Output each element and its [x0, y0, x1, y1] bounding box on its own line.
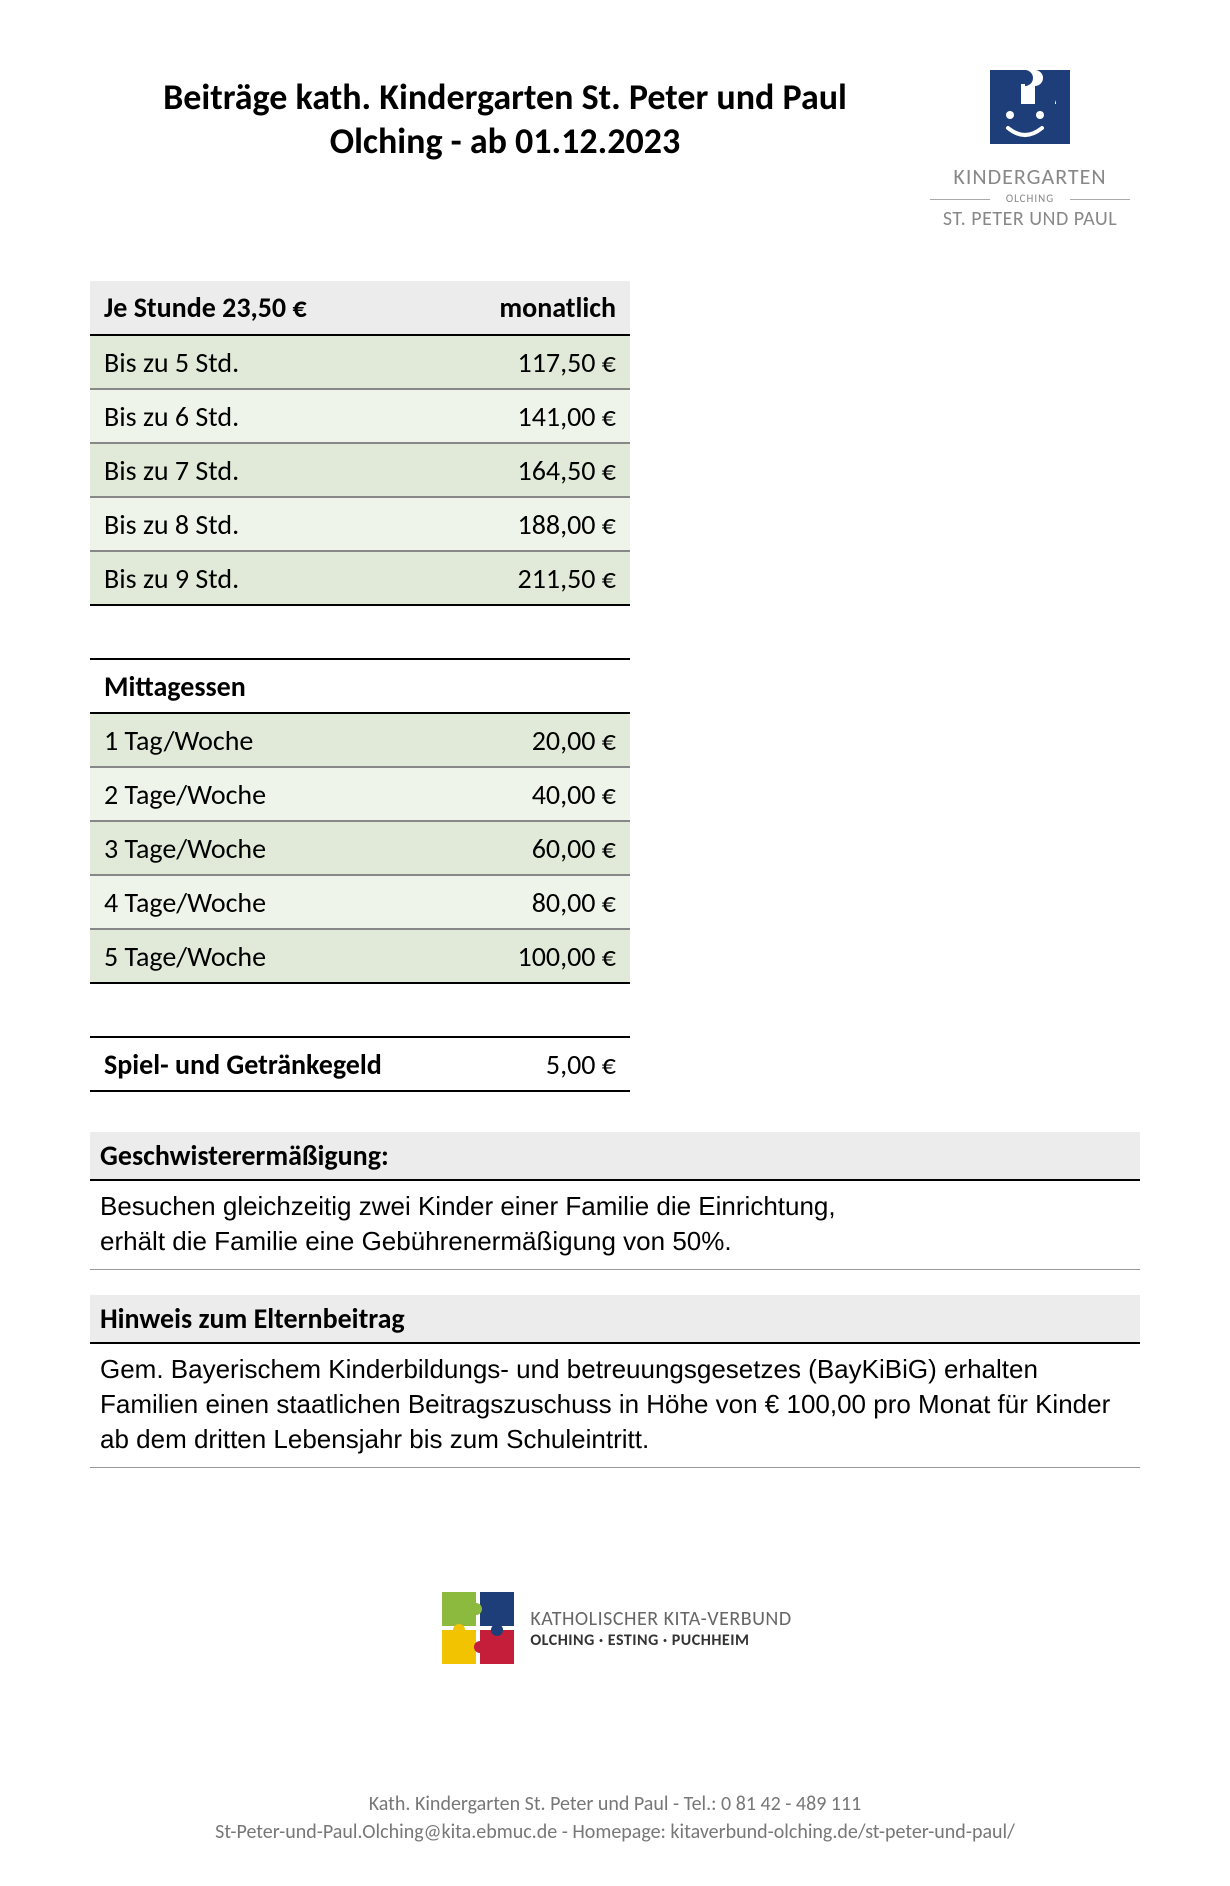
table-row: Bis zu 5 Std.117,50 €	[90, 335, 630, 389]
puzzle-icon	[980, 60, 1080, 150]
table-row: 2 Tage/Woche40,00 €	[90, 767, 630, 821]
row-value: 141,00 €	[457, 389, 630, 443]
sibling-body: Besuchen gleichzeitig zwei Kinder einer …	[90, 1181, 1140, 1270]
row-value: 117,50 €	[457, 335, 630, 389]
verbund-logo: KATHOLISCHER KITA-VERBUND OLCHING · ESTI…	[90, 1588, 1140, 1668]
row-label: Bis zu 7 Std.	[90, 443, 457, 497]
table-row: Bis zu 7 Std.164,50 €	[90, 443, 630, 497]
row-label: Bis zu 5 Std.	[90, 335, 457, 389]
lunch-header-row: Mittagessen	[90, 659, 630, 713]
row-label: 5 Tage/Woche	[90, 929, 457, 983]
table-row: 4 Tage/Woche80,00 €	[90, 875, 630, 929]
row-label: Bis zu 8 Std.	[90, 497, 457, 551]
table-row: Bis zu 6 Std.141,00 €	[90, 389, 630, 443]
title-line1: Beiträge kath. Kindergarten St. Peter un…	[90, 75, 920, 119]
sibling-title: Geschwisterermäßigung:	[90, 1132, 1140, 1181]
title-line2: Olching - ab 01.12.2023	[90, 119, 920, 163]
extras-row: Spiel- und Getränkegeld 5,00 €	[90, 1037, 630, 1091]
page: Beiträge kath. Kindergarten St. Peter un…	[0, 0, 1230, 1886]
row-label: 4 Tage/Woche	[90, 875, 457, 929]
row-value: 211,50 €	[457, 551, 630, 605]
row-label: Bis zu 6 Std.	[90, 389, 457, 443]
verbund-text: KATHOLISCHER KITA-VERBUND OLCHING · ESTI…	[530, 1607, 791, 1650]
logo-text-olching: OLCHING	[920, 192, 1140, 205]
logo-text-stpp: ST. PETER UND PAUL	[920, 207, 1140, 231]
kindergarten-logo: KINDERGARTEN OLCHING ST. PETER UND PAUL	[920, 60, 1140, 231]
row-label: 3 Tage/Woche	[90, 821, 457, 875]
row-value: 20,00 €	[457, 713, 630, 767]
row-value: 40,00 €	[457, 767, 630, 821]
row-label: 2 Tage/Woche	[90, 767, 457, 821]
spacer	[90, 983, 630, 1037]
footer: Kath. Kindergarten St. Peter und Paul - …	[0, 1790, 1230, 1846]
table-row: Bis zu 8 Std.188,00 €	[90, 497, 630, 551]
sibling-discount-block: Geschwisterermäßigung: Besuchen gleichze…	[90, 1132, 1140, 1270]
footer-line2: St-Peter-und-Paul.Olching@kita.ebmuc.de …	[0, 1818, 1230, 1846]
row-value: 80,00 €	[457, 875, 630, 929]
lunch-header: Mittagessen	[90, 659, 457, 713]
row-value: 188,00 €	[457, 497, 630, 551]
hourly-fee-table: Je Stunde 23,50 € monatlich Bis zu 5 Std…	[90, 281, 630, 1092]
row-value: 164,50 €	[457, 443, 630, 497]
table-row: 3 Tage/Woche60,00 €	[90, 821, 630, 875]
header: Beiträge kath. Kindergarten St. Peter un…	[90, 60, 1140, 231]
spacer	[90, 605, 630, 659]
page-title: Beiträge kath. Kindergarten St. Peter un…	[90, 60, 920, 163]
row-label: Bis zu 9 Std.	[90, 551, 457, 605]
row-value: 60,00 €	[457, 821, 630, 875]
notice-body: Gem. Bayerischem Kinderbildungs- und bet…	[90, 1344, 1140, 1468]
row-value: 100,00 €	[457, 929, 630, 983]
row-label: 1 Tag/Woche	[90, 713, 457, 767]
logo-text-kindergarten: KINDERGARTEN	[920, 163, 1140, 190]
extras-value: 5,00 €	[457, 1037, 630, 1091]
notice-block: Hinweis zum Elternbeitrag Gem. Bayerisch…	[90, 1295, 1140, 1468]
verbund-line2: OLCHING · ESTING · PUCHHEIM	[530, 1631, 791, 1650]
verbund-puzzle-icon	[438, 1588, 518, 1668]
extras-label: Spiel- und Getränkegeld	[90, 1037, 457, 1091]
table-row: 5 Tage/Woche100,00 €	[90, 929, 630, 983]
footer-line1: Kath. Kindergarten St. Peter und Paul - …	[0, 1790, 1230, 1818]
notice-title: Hinweis zum Elternbeitrag	[90, 1295, 1140, 1344]
header-right: monatlich	[457, 281, 630, 335]
table-row: Bis zu 9 Std.211,50 €	[90, 551, 630, 605]
verbund-line1: KATHOLISCHER KITA-VERBUND	[530, 1607, 791, 1631]
header-left: Je Stunde 23,50 €	[90, 281, 457, 335]
table-header-row: Je Stunde 23,50 € monatlich	[90, 281, 630, 335]
table-row: 1 Tag/Woche20,00 €	[90, 713, 630, 767]
